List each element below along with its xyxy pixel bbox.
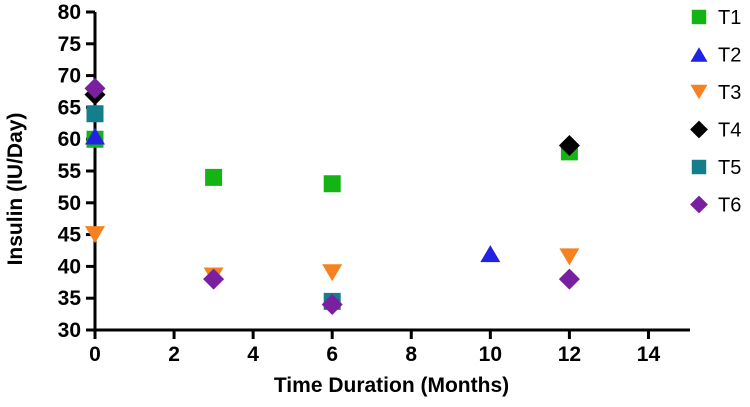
y-tick-label: 60 <box>58 128 81 151</box>
y-tick-label: 65 <box>58 96 82 119</box>
data-point-t6-diamond-icon <box>558 268 580 290</box>
data-point-t2-triangle-up-icon <box>85 127 105 145</box>
legend-label-t6: T6 <box>718 195 741 217</box>
x-tick-label: 6 <box>326 343 338 366</box>
data-point-t4-diamond-icon <box>558 135 580 157</box>
legend-marker-t1-square-icon <box>691 9 707 25</box>
data-point-t3-triangle-down-icon <box>85 226 105 244</box>
legend-marker-t2-triangle-up-icon <box>690 47 708 62</box>
data-point-t6-diamond-icon <box>203 268 225 290</box>
x-tick-label: 12 <box>558 343 581 366</box>
x-tick-label: 8 <box>405 343 417 366</box>
data-point-t6-diamond-icon <box>321 294 343 316</box>
y-tick-label: 80 <box>58 1 81 24</box>
legend-marker-t3-triangle-down-icon <box>690 84 708 100</box>
legend-label-t4: T4 <box>718 120 741 142</box>
x-tick-label: 14 <box>637 343 661 366</box>
x-tick-label: 2 <box>168 343 180 366</box>
x-tick-label: 0 <box>89 343 101 366</box>
data-point-t5-square-icon <box>86 105 104 123</box>
y-tick-label: 35 <box>58 287 82 310</box>
legend-marker-t4-diamond-icon <box>690 120 708 139</box>
legend-label-t3: T3 <box>718 82 741 104</box>
y-tick-label: 30 <box>58 319 81 342</box>
data-point-t6-diamond-icon <box>84 77 106 99</box>
y-tick-label: 45 <box>58 224 82 247</box>
data-point-t3-triangle-down-icon <box>322 264 343 282</box>
legend-marker-t5-square-icon <box>691 159 707 175</box>
legend-label-t1: T1 <box>718 7 741 29</box>
data-point-t3-triangle-down-icon <box>559 248 580 266</box>
data-point-t2-triangle-up-icon <box>480 245 501 263</box>
y-tick-label: 70 <box>58 65 81 88</box>
y-axis-title: Insulin (IU/Day) <box>4 113 27 266</box>
x-axis-title: Time Duration (Months) <box>274 374 509 397</box>
y-tick-label: 75 <box>58 33 82 56</box>
y-tick-label: 50 <box>58 192 81 215</box>
data-point-t1-square-icon <box>323 175 341 193</box>
legend-label-t2: T2 <box>718 45 741 67</box>
legend-marker-t6-diamond-icon <box>690 195 708 214</box>
x-tick-label: 4 <box>247 343 259 366</box>
y-tick-label: 40 <box>58 255 81 278</box>
x-tick-label: 10 <box>479 343 502 366</box>
data-point-t1-square-icon <box>205 168 223 186</box>
legend-label-t5: T5 <box>718 157 741 179</box>
y-tick-label: 55 <box>58 160 82 183</box>
